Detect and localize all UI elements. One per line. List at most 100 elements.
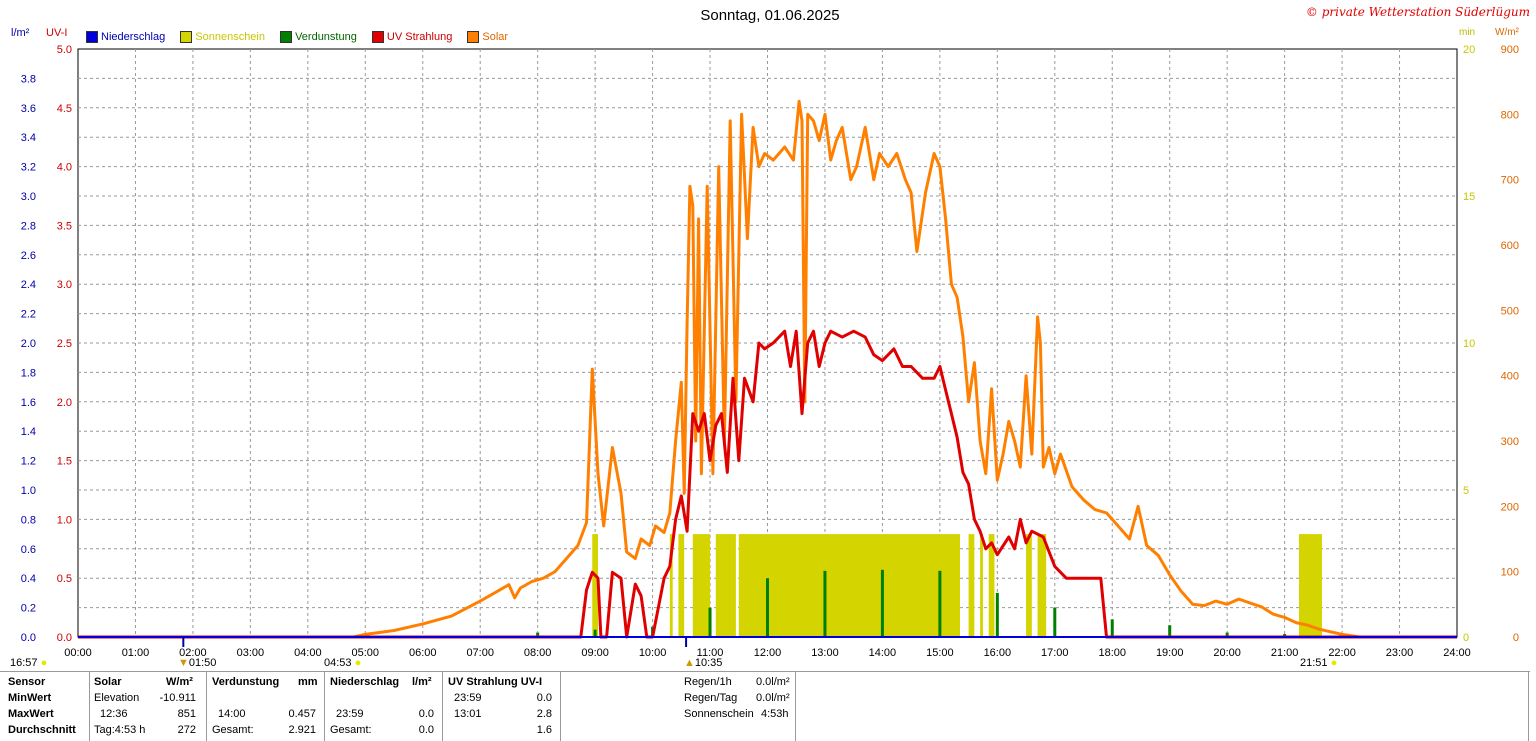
row-max-label: MaxWert	[8, 708, 54, 720]
sunshine-block	[988, 534, 995, 637]
sun-tick-label: 20	[1463, 44, 1475, 56]
precip-tick-label: 1.6	[21, 397, 36, 409]
precip-tick-label: 2.4	[21, 279, 36, 291]
evaporation-bar	[938, 570, 942, 637]
moonrise-label: ▼01:50	[178, 657, 217, 669]
precip-tick-label: 3.0	[21, 191, 36, 203]
row-max-solar-time: 12:36	[100, 708, 128, 720]
x-tick-label: 00:00	[64, 647, 92, 659]
evaporation-bar	[1110, 619, 1114, 637]
header-solar-unit: W/m²	[166, 676, 193, 688]
sunmax-label: ▲10:35	[684, 657, 723, 669]
copyright-label: © private Wetterstation Süderlügum	[1305, 5, 1530, 19]
row-avg-uv-val: 1.6	[536, 724, 552, 736]
row-avg-solar-time: Tag:4:53 h	[94, 724, 146, 736]
precip-tick-label: 3.2	[21, 162, 36, 174]
row-min-label: MinWert	[8, 692, 52, 704]
sun-tick-label: 10	[1463, 338, 1475, 350]
solar-tick-label: 100	[1501, 567, 1519, 579]
sunshine-block	[715, 534, 736, 637]
rain-day-label: Regen/Tag	[684, 692, 738, 704]
x-tick-label: 22:00	[1328, 647, 1356, 659]
row-min-solar-val: -10.911	[159, 692, 197, 704]
uv-tick-label: 1.0	[57, 514, 72, 526]
row-max-uv-time: 13:01	[454, 708, 482, 720]
x-tick-label: 03:00	[237, 647, 265, 659]
precip-tick-label: 1.0	[21, 485, 36, 497]
row-max-evap-val: 0.457	[288, 708, 316, 720]
precip-tick-label: 0.4	[21, 573, 36, 585]
row-max-solar-val: 851	[177, 708, 196, 720]
header-uv: UV Strahlung UV-I	[448, 676, 543, 688]
header-evap-unit: mm	[298, 676, 318, 688]
uv-tick-label: 5.0	[57, 44, 72, 56]
axis-unit-uv: UV-I	[46, 27, 68, 39]
sunshine-block	[738, 534, 960, 637]
solar-tick-label: 300	[1501, 436, 1519, 448]
sun-tick-label: 5	[1463, 485, 1469, 497]
sunshine-block	[1037, 534, 1047, 637]
uv-tick-label: 4.0	[57, 162, 72, 174]
row-avg-precip-val: 0.0	[418, 724, 434, 736]
legend-item-niederschlag: Niederschlag	[86, 31, 165, 44]
precip-tick-label: 2.2	[21, 309, 36, 321]
precip-tick-label: 0.2	[21, 603, 36, 615]
row-avg-evap-val: 2.921	[288, 724, 316, 736]
x-tick-label: 20:00	[1213, 647, 1241, 659]
sun-tick-label: 0	[1463, 632, 1469, 644]
evaporation-bar	[880, 569, 884, 637]
solar-tick-label: 600	[1501, 240, 1519, 252]
evaporation-bar	[1168, 625, 1172, 637]
solar-tick-label: 200	[1501, 501, 1519, 513]
x-tick-label: 08:00	[524, 647, 552, 659]
sunshine-block	[968, 534, 975, 637]
row-min-uv-val: 0.0	[536, 692, 552, 704]
sunshine-block	[592, 534, 598, 637]
x-tick-label: 07:00	[466, 647, 494, 659]
precip-tick-label: 2.6	[21, 250, 36, 262]
legend-item-uv: UV Strahlung	[371, 31, 452, 44]
x-tick-label: 04:00	[294, 647, 322, 659]
solar-tick-label: 800	[1501, 109, 1519, 121]
sunshine-block	[678, 534, 685, 637]
table-top-border	[0, 671, 1530, 672]
solar-tick-label: 700	[1501, 175, 1519, 187]
header-evap: Verdunstung	[212, 676, 280, 688]
sunshine-label: Sonnenschein	[684, 708, 754, 720]
rain-day-value: 0.0l/m²	[756, 692, 790, 704]
evaporation-bar	[766, 578, 769, 637]
row-min-uv-time: 23:59	[454, 692, 482, 704]
legend-item-sonnenschein: Sonnenschein	[180, 31, 265, 44]
x-tick-label: 21:00	[1271, 647, 1299, 659]
precip-tick-label: 1.4	[21, 426, 36, 438]
solar-tick-label: 500	[1501, 305, 1519, 317]
x-tick-label: 02:00	[179, 647, 207, 659]
x-tick-label: 14:00	[869, 647, 897, 659]
solar-tick-label: 900	[1501, 44, 1519, 56]
x-tick-label: 11:00	[697, 647, 724, 659]
evaporation-bar	[536, 632, 540, 637]
sunset-label: 21:51 ●	[1300, 657, 1338, 669]
x-tick-label: 17:00	[1041, 647, 1069, 659]
x-tick-label: 06:00	[409, 647, 437, 659]
uv-tick-label: 0.5	[57, 573, 72, 585]
row-avg-evap-time: Gesamt:	[212, 724, 254, 736]
x-tick-label: 05:00	[352, 647, 380, 659]
x-tick-label: 10:00	[639, 647, 667, 659]
legend-item-solar: Solar	[467, 31, 508, 44]
precip-tick-label: 0.0	[21, 632, 36, 644]
precip-tick-label: 3.6	[21, 103, 36, 115]
evaporation-bar	[593, 629, 597, 637]
legend-item-verdunstung: Verdunstung	[280, 31, 357, 44]
header-sensor: Sensor	[8, 676, 46, 688]
row-max-evap-time: 14:00	[218, 708, 246, 720]
evaporation-bar	[1053, 607, 1057, 637]
sunshine-block	[669, 534, 673, 637]
sunshine-block	[1026, 534, 1032, 637]
sun-tick-label: 15	[1463, 191, 1475, 203]
row-max-precip-val: 0.0	[418, 708, 434, 720]
evaporation-bar	[995, 592, 999, 637]
header-solar: Solar	[94, 676, 122, 688]
sunshine-block	[980, 534, 983, 637]
